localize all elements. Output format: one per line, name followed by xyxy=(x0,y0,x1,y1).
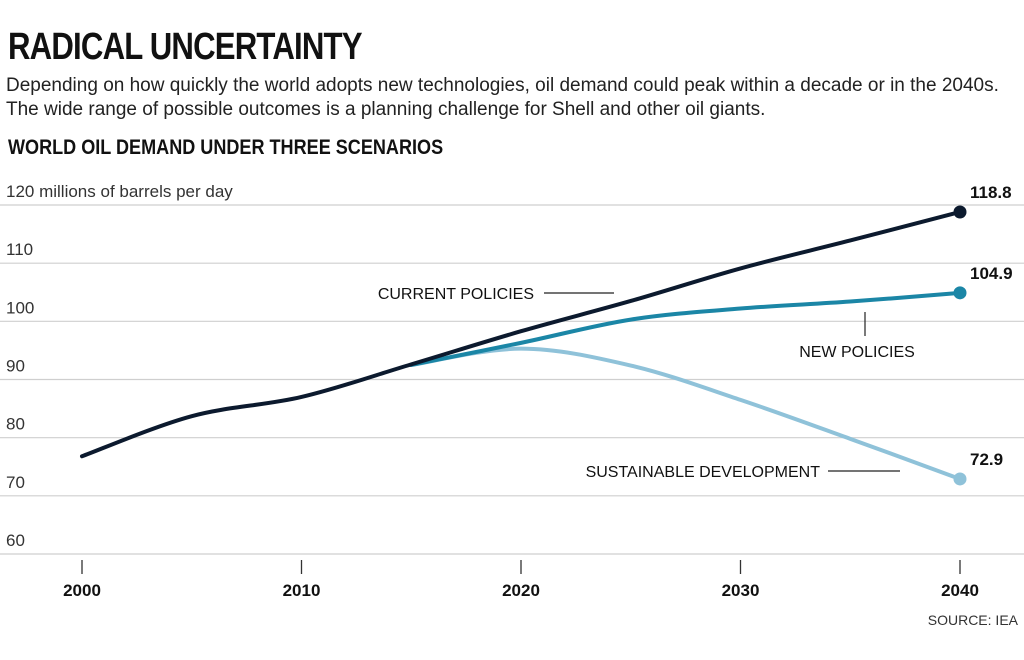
y-tick-label-110: 110 xyxy=(6,240,33,259)
x-tick-label-2030: 2030 xyxy=(722,581,760,600)
end-value-current-policies: 118.8 xyxy=(970,183,1012,202)
y-tick-label-70: 70 xyxy=(6,473,25,492)
x-tick-label-2040: 2040 xyxy=(941,581,979,600)
series-annotations: CURRENT POLICIES NEW POLICIES SUSTAINABLE … xyxy=(378,286,915,481)
series-line-current-policies xyxy=(80,209,962,459)
x-tick-label-2020: 2020 xyxy=(502,581,540,600)
y-tick-label-100: 100 xyxy=(6,298,34,317)
end-value-new-policies: 104.9 xyxy=(970,264,1013,283)
x-tick-label-2000: 2000 xyxy=(63,581,101,600)
x-axis: 2000 2010 2020 2030 2040 xyxy=(63,560,979,600)
series-label-current-policies: CURRENT POLICIES xyxy=(378,286,534,303)
end-point-new-policies xyxy=(953,286,967,300)
end-point-current-policies xyxy=(953,205,967,219)
y-tick-label-60: 60 xyxy=(6,531,25,550)
y-tick-label-120: 120 millions of barrels per day xyxy=(6,182,233,201)
y-tick-label-90: 90 xyxy=(6,357,25,376)
series-line-new-policies xyxy=(409,290,962,367)
y-axis-ticks: 60 70 80 90 100 110 120 millions of barrels pe… xyxy=(6,182,233,550)
x-tick-label-2010: 2010 xyxy=(283,581,321,600)
chart-title: WORLD OIL DEMAND UNDER THREE SCENARIOS xyxy=(8,136,444,159)
chart-headline: RADICAL UNCERTAINTY xyxy=(8,26,363,68)
series-lines: 72.9 104.9 118.8 xyxy=(80,183,1013,486)
series-label-new-policies: NEW POLICIES xyxy=(799,344,915,361)
end-point-sustainable-development xyxy=(953,472,967,486)
y-tick-label-80: 80 xyxy=(6,415,25,434)
source-note: SOURCE: IEA xyxy=(927,612,1018,628)
grid-lines xyxy=(0,204,1024,555)
chart-subtitle: Depending on how quickly the world adopt… xyxy=(6,75,999,120)
end-value-sustainable-development: 72.9 xyxy=(970,450,1003,469)
series-label-sustainable-development: SUSTAINABLE DEVELOPMENT xyxy=(586,464,821,481)
series-line-sustainable-development xyxy=(409,346,962,481)
